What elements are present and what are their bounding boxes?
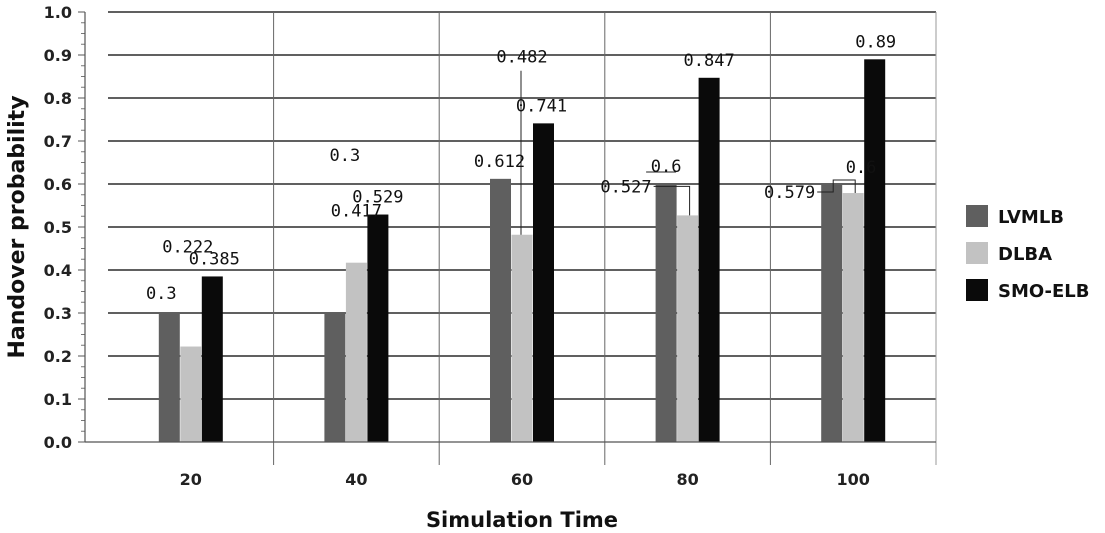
legend-swatch-dlba [966,242,988,264]
bar-lvmlb-80 [655,184,677,442]
data-labels: 0.3 0.3 0.612 0.6 0.6 0.222 0.417 0.482 0.527 0.5… [146,32,896,304]
data-label-dlba-40: 0.417 [331,202,382,222]
data-label-dlba-60: 0.482 [496,48,547,68]
leader-line [817,179,856,194]
data-label-smo-elb-100: 0.89 [855,32,896,52]
y-tick-label: 0.0 [44,433,72,452]
x-tick-label: 40 [345,470,367,489]
bar-smo-elb-40 [367,214,389,442]
label-leader-lines [520,70,856,235]
y-tick-label: 0.8 [44,89,72,108]
y-tick-label: 0.2 [44,347,72,366]
x-axis-ticks: 20 40 60 80 100 [180,470,870,489]
bar-smo-elb-20 [201,276,223,442]
legend-label-lvmlb: LVMLB [998,207,1064,228]
x-tick-label: 60 [511,470,533,489]
bar-dlba-20 [180,346,202,442]
data-label-smo-elb-20: 0.385 [189,249,240,269]
y-axis-ticks: 0.0 0.1 0.2 0.3 0.4 0.5 0.6 0.7 0.8 0.9 1.0 [44,3,85,452]
y-tick-label: 0.4 [44,261,72,280]
legend-swatch-lvmlb [966,205,988,227]
data-label-smo-elb-80: 0.847 [684,51,735,71]
x-tick-label: 80 [676,470,698,489]
data-label-dlba-20: 0.222 [162,238,213,258]
bar-smo-elb-80 [698,77,720,442]
y-tick-label: 0.1 [44,390,72,409]
data-label-lvmlb-60: 0.612 [474,152,525,172]
x-tick-label: 20 [180,470,202,489]
bar-smo-elb-100 [864,59,886,443]
data-label-dlba-80: 0.527 [600,177,651,197]
y-tick-label: 0.5 [44,218,72,237]
data-label-lvmlb-20: 0.3 [146,284,177,304]
legend-swatch-smo-elb [966,279,988,301]
bar-lvmlb-20 [158,313,180,442]
data-label-lvmlb-80: 0.6 [651,157,682,177]
bar-smo-elb-60 [533,123,554,443]
legend: LVMLB DLBA SMO-ELB [966,205,1089,302]
data-label-dlba-100: 0.579 [764,183,815,203]
y-tick-label: 1.0 [44,3,72,22]
data-label-smo-elb-60: 0.741 [516,96,567,116]
bar-lvmlb-40 [324,313,346,442]
bar-lvmlb-60 [490,178,511,442]
bar-lvmlb-100 [821,184,843,442]
y-tick-label: 0.9 [44,46,72,65]
bar-dlba-100 [842,193,864,442]
y-tick-label: 0.6 [44,175,72,194]
data-label-smo-elb-40: 0.529 [352,188,403,208]
y-tick-label: 0.7 [44,132,72,151]
y-tick-label: 0.3 [44,304,72,323]
bar-dlba-80 [677,215,699,442]
bar-dlba-40 [345,262,367,442]
y-axis-title: Handover probability [5,95,30,358]
bar-dlba-60 [511,234,533,442]
legend-label-dlba: DLBA [998,244,1052,265]
legend-label-smo-elb: SMO-ELB [998,281,1089,302]
data-label-lvmlb-40: 0.3 [330,146,361,166]
data-label-lvmlb-100: 0.6 [846,158,877,178]
bars [158,59,886,443]
leader-line [653,185,691,216]
x-tick-label: 100 [836,470,869,489]
x-axis-title: Simulation Time [426,508,618,532]
